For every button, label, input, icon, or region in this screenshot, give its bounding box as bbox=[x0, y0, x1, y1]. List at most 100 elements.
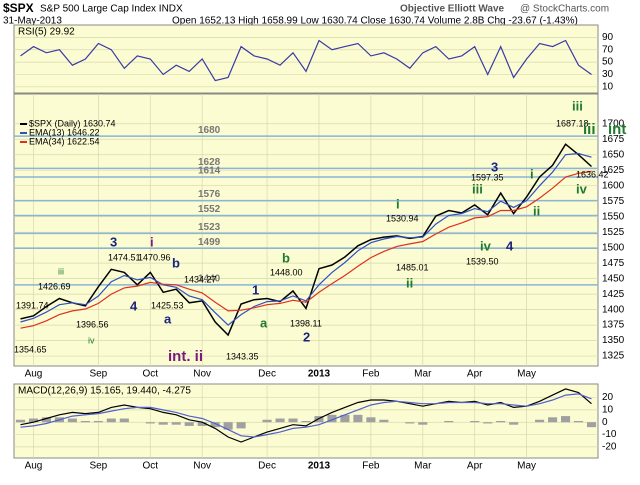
series-line bbox=[20, 393, 592, 438]
histogram-bar bbox=[509, 422, 519, 425]
histogram-bar bbox=[561, 416, 571, 423]
annotation: int. ii bbox=[168, 348, 203, 365]
annotation: 1530.94 bbox=[386, 213, 419, 223]
histogram-bar bbox=[106, 418, 116, 423]
x-tick-label: Nov bbox=[193, 369, 211, 380]
annotation: ii bbox=[533, 203, 540, 218]
annotation: 3 bbox=[491, 159, 498, 174]
y-tick-label: 1500 bbox=[602, 242, 625, 253]
histogram-bar bbox=[366, 417, 376, 423]
histogram-bar bbox=[80, 421, 90, 423]
level-label: 1680 bbox=[198, 125, 221, 136]
level-label: 1523 bbox=[198, 222, 221, 233]
annotation: iv bbox=[88, 335, 95, 345]
y-tick-label: 1350 bbox=[602, 335, 625, 346]
y-tick-label: 1625 bbox=[602, 165, 625, 176]
annotation: int bbox=[608, 121, 626, 138]
histogram-bar bbox=[301, 421, 311, 423]
level-label: 1552 bbox=[198, 204, 221, 215]
histogram-bar bbox=[15, 419, 26, 423]
y-tick-label: 50 bbox=[602, 57, 614, 68]
histogram-bar bbox=[327, 414, 337, 423]
y-tick-label: 20 bbox=[602, 392, 614, 403]
annotation: iii bbox=[583, 121, 596, 138]
histogram-bar bbox=[67, 418, 77, 423]
y-tick-label: 1600 bbox=[602, 180, 625, 191]
histogram-bar bbox=[340, 414, 350, 423]
histogram-bar bbox=[28, 418, 39, 423]
histogram-bar bbox=[535, 419, 545, 423]
legend-label: EMA(34) 1622.54 bbox=[29, 136, 100, 146]
annotation: 1474.51 bbox=[108, 252, 141, 262]
annotation: 1539.50 bbox=[466, 256, 499, 266]
annotation: 4 bbox=[130, 298, 138, 313]
panel-label: RSI(5) 29.92 bbox=[18, 27, 75, 38]
histogram-bar bbox=[379, 419, 389, 423]
annotation: 1485.01 bbox=[396, 262, 429, 272]
y-tick-label: 1425 bbox=[602, 289, 625, 300]
x-tick-label: Aug bbox=[25, 369, 43, 380]
y-tick-label: 1475 bbox=[602, 258, 625, 269]
annotation: 1396.56 bbox=[76, 319, 109, 329]
x-tick-label: May bbox=[517, 369, 536, 380]
histogram-bar bbox=[483, 422, 493, 424]
histogram-bar bbox=[548, 417, 558, 423]
annotation: 1636.42 bbox=[576, 169, 609, 179]
x-tick-label: Mar bbox=[414, 461, 432, 472]
histogram-bar bbox=[41, 417, 51, 423]
annotation: 1448.00 bbox=[270, 267, 303, 277]
histogram-bar bbox=[444, 421, 454, 423]
histogram-bar bbox=[470, 421, 480, 423]
annotation: b bbox=[282, 250, 290, 265]
annotation: iii bbox=[58, 266, 64, 276]
level-label: 1614 bbox=[198, 166, 221, 177]
level-label: 1628 bbox=[198, 157, 221, 168]
histogram-bar bbox=[145, 422, 155, 424]
y-tick-label: -10 bbox=[602, 429, 617, 440]
y-tick-label: 1400 bbox=[602, 304, 625, 315]
y-tick-label: 10 bbox=[602, 405, 614, 416]
annotation: a bbox=[164, 311, 172, 326]
histogram-bar bbox=[586, 422, 597, 428]
annotation: 1343.35 bbox=[226, 351, 259, 361]
annotation: 1 bbox=[252, 282, 259, 297]
annotation: 1425.53 bbox=[151, 300, 184, 310]
x-tick-label: Oct bbox=[142, 461, 158, 472]
brand: Objective Elliott Wave bbox=[400, 4, 505, 15]
y-tick-label: 1375 bbox=[602, 320, 625, 331]
annotation: 1597.35 bbox=[471, 172, 504, 182]
histogram-bar bbox=[418, 422, 428, 425]
histogram-bar bbox=[119, 418, 129, 423]
x-tick-label: 2013 bbox=[308, 461, 331, 472]
annotation: iii bbox=[572, 98, 583, 113]
histogram-bar bbox=[262, 419, 272, 423]
series-line bbox=[20, 152, 592, 326]
series-line bbox=[20, 170, 592, 329]
x-tick-label: Aug bbox=[25, 461, 43, 472]
annotation: 1354.65 bbox=[14, 344, 47, 354]
histogram-bar bbox=[158, 422, 168, 425]
quote: Open 1652.13 High 1658.99 Low 1630.74 Cl… bbox=[172, 16, 578, 27]
y-tick-label: 1650 bbox=[602, 149, 625, 160]
level-label: 1499 bbox=[198, 237, 221, 248]
y-tick-label: 1700 bbox=[602, 118, 625, 129]
source: @ StockCharts.com bbox=[520, 4, 609, 15]
annotation: 1687.18 bbox=[556, 118, 589, 128]
panel bbox=[13, 24, 599, 94]
series-line bbox=[20, 143, 593, 337]
y-tick-label: 1450 bbox=[602, 273, 625, 284]
histogram-bar bbox=[236, 422, 246, 429]
level-label: 1576 bbox=[198, 189, 221, 200]
annotation: 1391.74 bbox=[16, 300, 49, 310]
y-tick-label: 1675 bbox=[602, 134, 625, 145]
annotation: 1434.27 bbox=[184, 274, 217, 284]
index-name: S&P 500 Large Cap Index INDX bbox=[40, 4, 183, 15]
histogram-bar bbox=[405, 422, 415, 424]
date: 31-May-2013 bbox=[3, 16, 62, 27]
annotation: b bbox=[172, 255, 180, 270]
y-tick-label: 90 bbox=[602, 32, 614, 43]
x-tick-label: Mar bbox=[414, 369, 432, 380]
x-tick-label: 2013 bbox=[308, 369, 331, 380]
level-label: 1440 bbox=[198, 273, 221, 284]
y-tick-label: 10 bbox=[602, 81, 614, 92]
